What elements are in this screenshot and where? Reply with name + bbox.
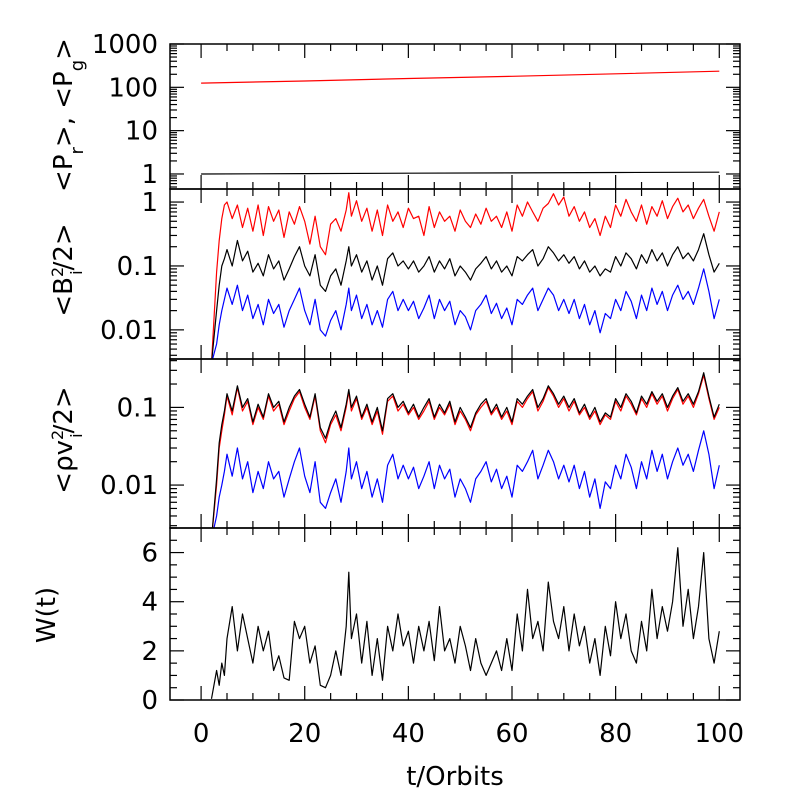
panel-frame-pressure bbox=[169, 43, 741, 190]
y-tick-label: 0 bbox=[141, 686, 158, 716]
y-axis-label-magnetic: <B2i/2> bbox=[48, 223, 86, 316]
y-tick-label: 100 bbox=[108, 73, 158, 103]
panel-kinetic: 0.01 0.1 bbox=[100, 358, 741, 529]
series-line-magnetic-0 bbox=[211, 192, 720, 359]
y-tick-label: 2 bbox=[141, 637, 158, 667]
x-tick-label: 60 bbox=[495, 719, 528, 749]
series-line-pressure-0 bbox=[201, 70, 720, 84]
series-line-magnetic-2 bbox=[212, 268, 720, 359]
y-axis-label-pressure: <Pr>, <Pg> bbox=[49, 38, 88, 192]
y-tick-label: 0.01 bbox=[100, 316, 158, 346]
series-line-kinetic-2 bbox=[213, 430, 720, 528]
series-line-work-0 bbox=[210, 547, 720, 699]
y-tick-label: 1 bbox=[141, 188, 158, 218]
x-tick-label: 20 bbox=[288, 719, 321, 749]
series-line-kinetic-0 bbox=[211, 374, 720, 528]
panel-frame-kinetic bbox=[169, 358, 741, 529]
y-tick-label: 1000 bbox=[92, 30, 158, 60]
y-tick-label: 0.01 bbox=[100, 471, 158, 501]
x-axis-label: t/Orbits bbox=[406, 762, 504, 792]
y-tick-label: 10 bbox=[125, 117, 158, 147]
series-line-magnetic-1 bbox=[211, 233, 720, 359]
x-tick-label: 80 bbox=[599, 719, 632, 749]
panel-work: 0 2 4 6 bbox=[141, 527, 741, 716]
y-tick-label: 0.1 bbox=[117, 252, 158, 282]
panel-pressure: 1 10 100 1000 bbox=[92, 30, 741, 190]
y-axis-label-kinetic: <ρv2i/2> bbox=[48, 386, 86, 493]
x-tick-label: 0 bbox=[193, 719, 210, 749]
series-line-kinetic-1 bbox=[211, 372, 720, 528]
y-tick-label: 1 bbox=[141, 160, 158, 190]
y-tick-label: 6 bbox=[141, 539, 158, 569]
series-line-pressure-1 bbox=[201, 171, 720, 175]
x-tick-label: 40 bbox=[392, 719, 425, 749]
y-tick-label: 4 bbox=[141, 588, 158, 618]
y-tick-label: 0.1 bbox=[117, 393, 158, 423]
x-tick-label: 100 bbox=[694, 719, 744, 749]
y-axis-label-work: W(t) bbox=[32, 587, 62, 643]
panel-magnetic: 0.01 0.1 1 bbox=[100, 188, 741, 360]
